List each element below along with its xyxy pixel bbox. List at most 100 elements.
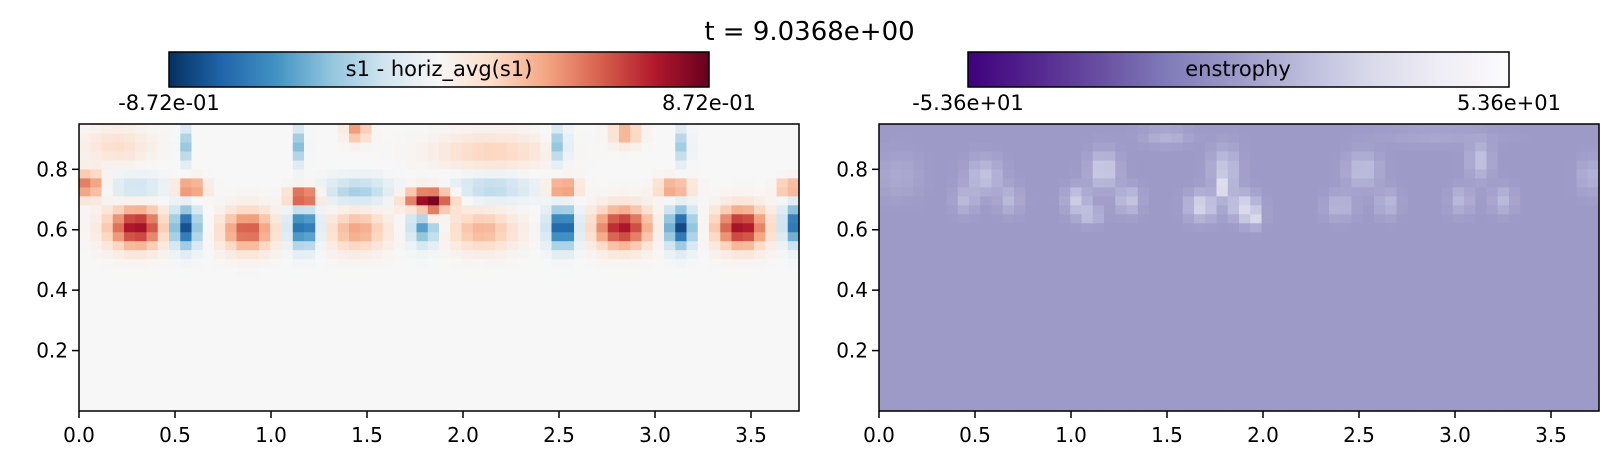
heatmap-cell <box>79 213 91 224</box>
heatmap-cell <box>461 186 474 197</box>
heatmap-cell <box>180 393 193 403</box>
heatmap-cell <box>135 222 148 233</box>
heatmap-cell <box>1520 258 1533 269</box>
heatmap-cell <box>1115 204 1128 215</box>
heatmap-cell <box>1014 222 1026 233</box>
heatmap-cell <box>1509 393 1521 403</box>
heatmap-cell <box>562 168 575 179</box>
heatmap-cell <box>641 321 654 331</box>
heatmap-cell <box>1441 249 1454 260</box>
heatmap-cell <box>1509 186 1521 197</box>
heatmap-cell <box>1317 240 1330 251</box>
heatmap-cell <box>371 267 384 278</box>
heatmap-cell <box>1576 321 1589 331</box>
heatmap-cell <box>596 231 609 242</box>
heatmap-cell <box>1295 204 1308 215</box>
heatmap-cell <box>1261 124 1274 134</box>
heatmap-cell <box>405 267 418 278</box>
heatmap-cell <box>980 321 993 331</box>
heatmap-cell <box>1081 204 1094 215</box>
heatmap-cell <box>349 150 361 161</box>
heatmap-cell <box>1137 312 1150 322</box>
heatmap-cell <box>79 258 91 269</box>
heatmap-cell <box>416 339 429 349</box>
heatmap-cell <box>957 357 970 367</box>
heatmap-cell <box>495 393 508 403</box>
heatmap-cell <box>709 132 721 143</box>
heatmap-cell <box>709 141 721 152</box>
heatmap-cell <box>742 402 755 412</box>
heatmap-cell <box>607 321 620 331</box>
heatmap-cell <box>1486 231 1499 242</box>
heatmap-cell <box>1025 132 1038 143</box>
heatmap-cell <box>935 150 948 161</box>
heatmap-cell <box>1306 159 1319 170</box>
heatmap-cell <box>360 294 373 304</box>
heatmap-cell <box>517 384 530 394</box>
heatmap-cell <box>765 186 778 197</box>
heatmap-cell <box>890 357 903 367</box>
heatmap-cell <box>292 240 305 251</box>
heatmap-cell <box>1250 303 1263 313</box>
heatmap-cell <box>742 366 755 376</box>
x-tick-label: 3.0 <box>1439 423 1471 447</box>
heatmap-cell <box>135 294 148 304</box>
heatmap-cell <box>146 204 159 215</box>
heatmap-cell <box>1126 366 1139 376</box>
heatmap-cell <box>1351 366 1364 376</box>
heatmap-cell <box>1036 366 1049 376</box>
heatmap-cell <box>371 393 384 403</box>
heatmap-cell <box>562 384 575 394</box>
heatmap-cell <box>1261 303 1274 313</box>
heatmap-cell <box>1340 258 1353 269</box>
heatmap-cell <box>1126 384 1139 394</box>
heatmap-cell <box>1576 303 1589 313</box>
heatmap-cell <box>1205 258 1218 269</box>
heatmap-cell <box>957 294 970 304</box>
heatmap-cell <box>1115 384 1128 394</box>
heatmap-cell <box>90 213 103 224</box>
heatmap-cell <box>879 366 891 376</box>
heatmap-cell <box>1295 177 1308 188</box>
heatmap-cell <box>709 321 721 331</box>
heatmap-cell <box>742 330 755 340</box>
heatmap-cell <box>461 330 474 340</box>
heatmap-cell <box>1261 348 1274 358</box>
heatmap-cell <box>1194 384 1206 394</box>
heatmap-cell <box>1261 141 1274 152</box>
heatmap-cell <box>754 330 766 340</box>
heatmap-cell <box>270 321 283 331</box>
heatmap-cell <box>517 267 530 278</box>
heatmap-cell <box>1396 294 1409 304</box>
heatmap-cell <box>146 276 159 287</box>
heatmap-cell <box>236 285 249 296</box>
heatmap-cell <box>169 339 181 349</box>
heatmap-cell <box>1216 366 1229 376</box>
heatmap-cell <box>472 159 485 170</box>
heatmap-cell <box>697 339 710 349</box>
heatmap-cell <box>1047 267 1060 278</box>
heatmap-cell <box>79 159 91 170</box>
heatmap-cell <box>1194 186 1206 197</box>
heatmap-cell <box>146 285 159 296</box>
heatmap-cell <box>146 231 159 242</box>
heatmap-cell <box>1587 366 1600 376</box>
heatmap-cell <box>259 132 271 143</box>
heatmap-cell <box>1036 276 1049 287</box>
heatmap-cell <box>912 186 925 197</box>
heatmap-cell <box>472 249 485 260</box>
heatmap-cell <box>382 186 395 197</box>
heatmap-cell <box>517 204 530 215</box>
y-axis-left: 0.20.40.60.8 <box>36 157 79 363</box>
heatmap-cell <box>1002 402 1015 412</box>
heatmap-cell <box>1329 150 1341 161</box>
heatmap-cell <box>1554 195 1566 206</box>
heatmap-cell <box>607 276 620 287</box>
heatmap-cell <box>427 267 440 278</box>
heatmap-cell <box>112 141 125 152</box>
heatmap-cell <box>101 366 114 376</box>
heatmap-cell <box>574 330 586 340</box>
heatmap-cell <box>720 204 733 215</box>
heatmap-cell <box>1115 366 1128 376</box>
heatmap-cell <box>360 276 373 287</box>
